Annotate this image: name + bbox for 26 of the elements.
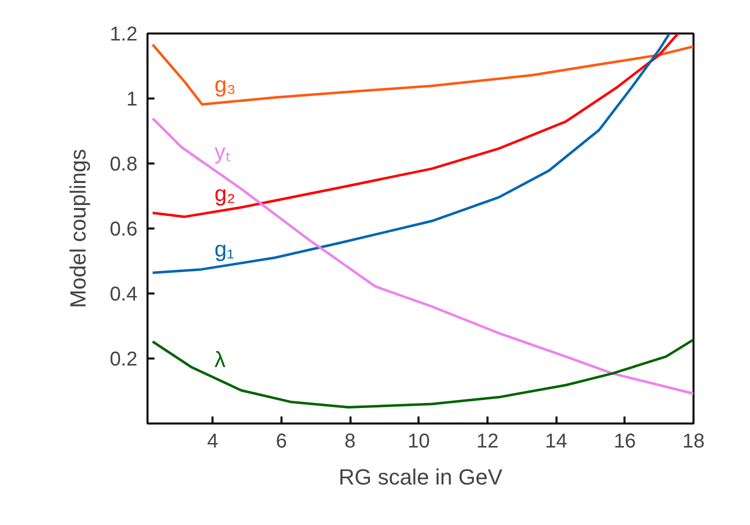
x-tick-label: 6 (276, 430, 287, 452)
x-tick-label: 8 (344, 430, 356, 452)
series-label: yₜ (214, 139, 230, 164)
x-tick-label: 12 (476, 430, 499, 452)
y-tick-label: 1 (126, 88, 138, 110)
y-tick-label: 0.2 (110, 348, 138, 370)
y-tick-label: 1.2 (110, 24, 138, 46)
y-tick-label: 0.8 (110, 154, 138, 176)
line-series (151, 43, 694, 106)
line-series (151, 117, 694, 395)
y-tick-label: 0.4 (110, 284, 138, 306)
series-label: g₃ (214, 72, 236, 98)
x-tick-label: 10 (408, 430, 430, 452)
line-series (151, 338, 694, 408)
y-tick-label: 0.6 (110, 218, 138, 240)
series-label: g₁ (214, 236, 234, 262)
x-tick-label: 14 (545, 430, 568, 452)
series-label: g₂ (214, 180, 236, 206)
x-tick-label: 16 (614, 430, 636, 452)
line-series (151, 34, 680, 218)
y-axis-title: Model couplings (66, 149, 91, 308)
x-tick-label: 4 (207, 430, 218, 452)
line-series (151, 34, 671, 274)
x-axis-title: RG scale in GeV (338, 464, 503, 490)
x-tick-label: 18 (682, 430, 705, 452)
series-label: λ (214, 346, 226, 372)
